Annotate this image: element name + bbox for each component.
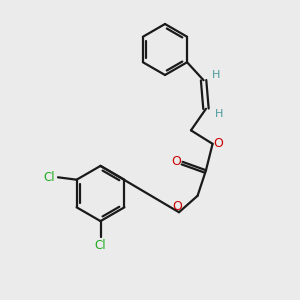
Text: O: O	[213, 137, 223, 150]
Text: O: O	[172, 200, 182, 213]
Text: H: H	[214, 109, 223, 119]
Text: O: O	[171, 155, 181, 168]
Text: H: H	[212, 70, 220, 80]
Text: Cl: Cl	[95, 238, 106, 252]
Text: Cl: Cl	[44, 171, 56, 184]
